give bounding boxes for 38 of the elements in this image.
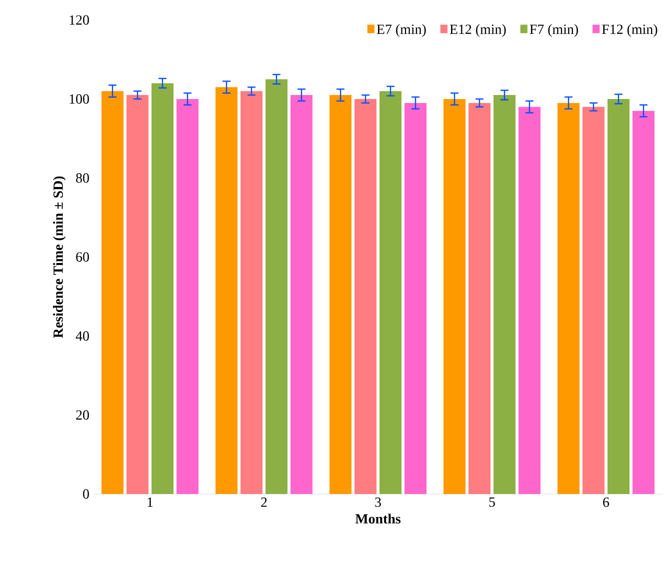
x-tick-label: 5 bbox=[489, 498, 495, 507]
y-tick-label: 120 bbox=[70, 15, 89, 25]
x-tick-label: 6 bbox=[603, 498, 610, 507]
legend-label: E7 (min) bbox=[376, 24, 426, 37]
legend-label: F12 (min) bbox=[602, 24, 658, 37]
bar bbox=[404, 102, 427, 494]
bar bbox=[608, 98, 630, 494]
y-tick-label: 40 bbox=[76, 331, 89, 341]
legend-label: F7 (min) bbox=[530, 24, 578, 37]
bar bbox=[330, 95, 352, 494]
bar bbox=[494, 95, 516, 494]
bar bbox=[444, 98, 466, 494]
y-tick-label: 60 bbox=[76, 252, 89, 262]
bar bbox=[380, 91, 402, 494]
y-axis-title: Residence Time (min ± SD) bbox=[53, 176, 66, 338]
bar bbox=[176, 98, 198, 494]
bar bbox=[582, 106, 605, 494]
x-tick-label: 2 bbox=[261, 498, 267, 507]
bar bbox=[126, 95, 148, 494]
x-tick-label: 3 bbox=[375, 498, 381, 507]
bar bbox=[632, 110, 655, 494]
bar bbox=[266, 79, 288, 494]
bar bbox=[290, 95, 312, 494]
legend-label: E12 (min) bbox=[450, 24, 506, 37]
bar bbox=[216, 87, 238, 494]
y-tick-label: 80 bbox=[76, 173, 89, 183]
bar bbox=[468, 102, 491, 494]
bar bbox=[102, 91, 124, 494]
bar bbox=[354, 98, 376, 494]
x-tick-label: 1 bbox=[148, 498, 153, 507]
y-tick-label: 0 bbox=[83, 489, 89, 499]
bar bbox=[240, 91, 262, 494]
y-tick-label: 100 bbox=[70, 94, 89, 104]
bar bbox=[558, 102, 580, 494]
x-axis-title: Months bbox=[355, 514, 401, 524]
bar bbox=[518, 106, 541, 494]
y-tick-label: 20 bbox=[76, 410, 89, 420]
bar bbox=[152, 83, 174, 494]
